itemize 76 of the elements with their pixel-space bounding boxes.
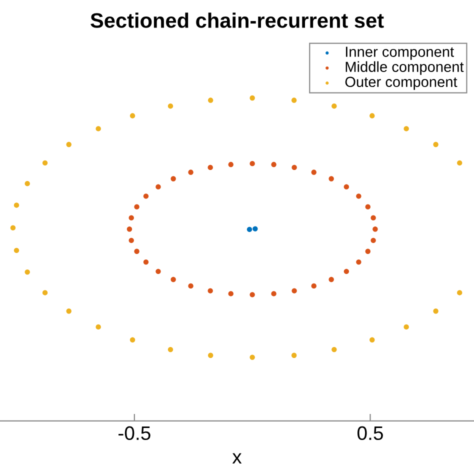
point bbox=[228, 291, 234, 296]
point bbox=[457, 290, 462, 296]
point bbox=[168, 103, 174, 109]
point bbox=[126, 226, 132, 232]
point bbox=[208, 288, 213, 294]
point bbox=[14, 248, 20, 254]
point bbox=[143, 194, 149, 199]
point bbox=[168, 346, 174, 352]
point bbox=[156, 184, 161, 190]
point bbox=[433, 142, 438, 148]
point bbox=[10, 225, 16, 230]
legend-label: Inner component bbox=[346, 46, 454, 60]
point bbox=[130, 113, 136, 118]
point bbox=[365, 204, 370, 210]
point bbox=[156, 268, 161, 274]
point bbox=[96, 126, 101, 132]
point bbox=[228, 162, 234, 168]
point bbox=[250, 160, 255, 166]
point bbox=[208, 352, 214, 358]
chart-title: Sectioned chain-recurrent set bbox=[90, 12, 384, 28]
point bbox=[433, 308, 438, 314]
legend-label: Middle component bbox=[346, 61, 464, 75]
point bbox=[356, 259, 362, 265]
point bbox=[370, 215, 376, 220]
point bbox=[344, 268, 350, 274]
point bbox=[134, 248, 140, 254]
point bbox=[344, 184, 350, 190]
point bbox=[24, 180, 30, 186]
point bbox=[271, 291, 276, 296]
point bbox=[188, 283, 194, 289]
point bbox=[370, 337, 375, 342]
point bbox=[42, 290, 48, 296]
point bbox=[311, 170, 316, 175]
point bbox=[292, 288, 297, 294]
x-tick-label: 0.5 bbox=[357, 426, 383, 440]
point bbox=[170, 276, 176, 282]
point bbox=[291, 98, 297, 103]
point bbox=[250, 354, 255, 360]
x-tick-label: -0.5 bbox=[118, 426, 150, 440]
point bbox=[96, 324, 101, 330]
point bbox=[328, 276, 334, 282]
point bbox=[66, 142, 72, 148]
point bbox=[14, 202, 20, 208]
point bbox=[42, 160, 48, 166]
point bbox=[328, 176, 334, 182]
point bbox=[404, 324, 409, 330]
point bbox=[134, 204, 140, 210]
point bbox=[404, 126, 409, 132]
point bbox=[356, 194, 362, 199]
point bbox=[457, 160, 462, 166]
point bbox=[292, 164, 297, 170]
point bbox=[291, 352, 297, 358]
point bbox=[143, 259, 149, 265]
point bbox=[370, 113, 375, 118]
x-axis-title: x bbox=[232, 453, 242, 464]
point bbox=[250, 95, 255, 101]
point bbox=[250, 292, 255, 298]
point bbox=[66, 308, 72, 314]
point bbox=[246, 226, 252, 232]
point bbox=[188, 170, 194, 175]
point bbox=[332, 346, 337, 352]
point bbox=[372, 226, 378, 232]
point bbox=[311, 283, 316, 289]
point bbox=[332, 103, 337, 109]
point bbox=[208, 98, 214, 103]
point bbox=[370, 238, 376, 244]
point bbox=[170, 176, 176, 182]
point bbox=[24, 269, 30, 275]
point bbox=[128, 238, 134, 244]
point bbox=[365, 248, 370, 254]
point bbox=[128, 215, 134, 220]
point bbox=[271, 162, 276, 168]
point bbox=[130, 337, 136, 342]
point bbox=[208, 164, 213, 170]
point bbox=[252, 226, 258, 232]
legend-label: Outer component bbox=[345, 76, 458, 90]
